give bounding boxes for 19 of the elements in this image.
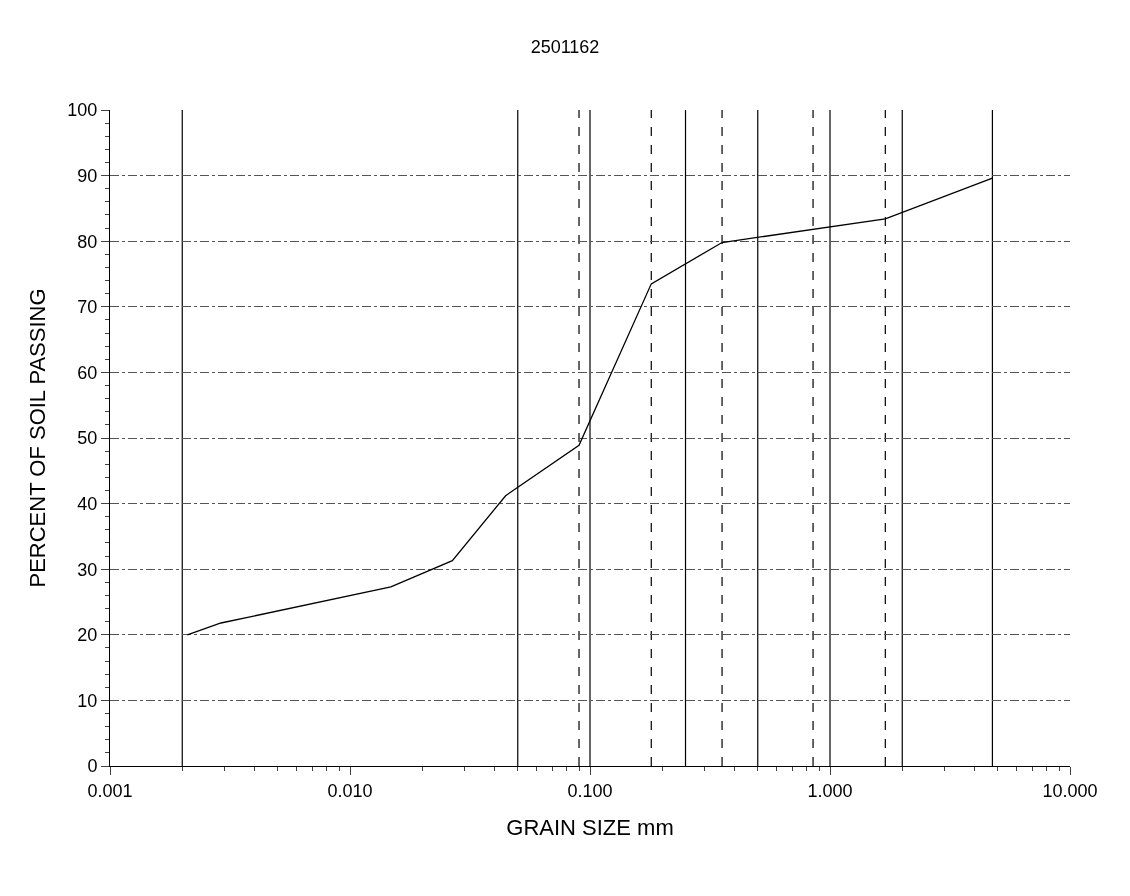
y-tick-label: 90 — [77, 165, 98, 186]
x-tick-label: 1.000 — [807, 780, 853, 801]
x-tick-label: 10.000 — [1042, 780, 1098, 801]
y-tick-label: 30 — [77, 559, 98, 580]
x-axis-title: GRAIN SIZE mm — [506, 815, 674, 841]
y-tick-label: 40 — [77, 493, 98, 514]
y-tick-label: 10 — [77, 690, 98, 711]
x-tick-label: 0.001 — [87, 780, 133, 801]
y-tick-label: 20 — [77, 625, 98, 646]
x-tick-label: 0.010 — [327, 780, 373, 801]
y-tick-label: 60 — [77, 362, 98, 383]
y-tick-label: 100 — [67, 100, 98, 121]
y-axis-title: PERCENT OF SOIL PASSING — [25, 288, 51, 588]
x-tick-label: 0.100 — [567, 780, 613, 801]
y-tick-label: 80 — [77, 231, 98, 252]
y-tick-label: 50 — [77, 428, 98, 449]
chart-title: 2501162 — [530, 36, 600, 57]
y-tick-label: 70 — [77, 297, 98, 318]
y-tick-label: 0 — [87, 756, 98, 777]
